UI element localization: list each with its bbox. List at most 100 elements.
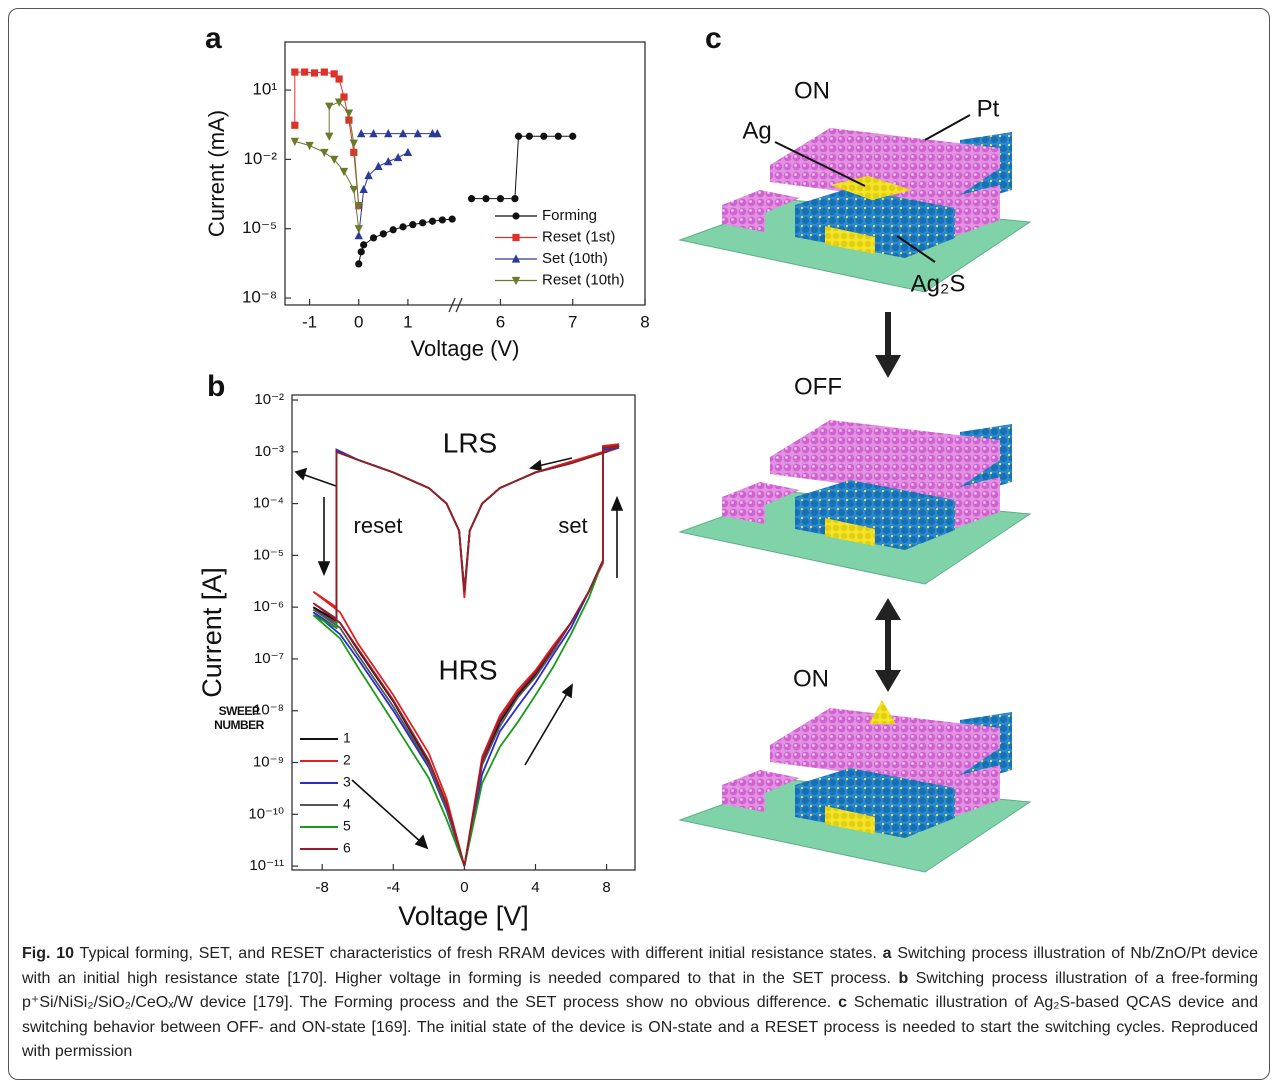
device-illustration bbox=[679, 127, 1031, 293]
ag-filament bbox=[869, 700, 896, 724]
legend-title: NUMBER bbox=[214, 718, 264, 732]
leader-line bbox=[774, 141, 866, 187]
legend-label: Reset (1st) bbox=[542, 228, 615, 245]
data-point bbox=[325, 102, 334, 111]
caption-text: Typical forming, SET, and RESET characte… bbox=[79, 945, 877, 962]
y-axis-label: Current (mA) bbox=[204, 110, 229, 237]
annotation: reset bbox=[354, 513, 403, 538]
data-point bbox=[369, 234, 378, 242]
caption-text: Schematic illustration of Ag₂S-based QCA… bbox=[22, 994, 1259, 1060]
data-point bbox=[379, 230, 387, 238]
part-label: Pt bbox=[977, 95, 1000, 122]
series-line bbox=[294, 71, 360, 206]
legend-label: 6 bbox=[343, 840, 351, 856]
data-point bbox=[291, 68, 299, 76]
data-point bbox=[384, 129, 393, 138]
data-point bbox=[374, 161, 383, 170]
y-tick-label: 10⁻⁶ bbox=[253, 598, 284, 615]
state-label: ON bbox=[794, 77, 830, 104]
data-point bbox=[330, 70, 338, 78]
data-point bbox=[310, 69, 319, 77]
data-point bbox=[334, 98, 344, 107]
legend-marker bbox=[512, 233, 520, 242]
data-point bbox=[438, 216, 446, 224]
data-point bbox=[403, 147, 413, 157]
data-point bbox=[399, 223, 407, 231]
y-tick-label: 10⁻⁵ bbox=[242, 218, 277, 237]
y-tick-label: 10⁻⁵ bbox=[253, 546, 284, 563]
legend-marker bbox=[511, 276, 521, 286]
annotation: LRS bbox=[443, 427, 497, 458]
x-tick-label: 0 bbox=[354, 312, 363, 331]
data-point bbox=[345, 116, 353, 124]
x-axis-label: Voltage (V) bbox=[411, 336, 520, 361]
y-tick-label: 10⁻⁹ bbox=[253, 753, 284, 770]
legend-marker bbox=[511, 254, 521, 263]
panel-label: a bbox=[205, 22, 222, 55]
state-label: ON bbox=[793, 665, 829, 692]
legend-label: 4 bbox=[343, 796, 351, 812]
x-tick-label: 0 bbox=[460, 879, 468, 896]
data-point bbox=[369, 129, 378, 138]
data-point bbox=[433, 129, 442, 138]
data-point bbox=[357, 248, 365, 256]
arrow-head bbox=[875, 598, 901, 620]
legend-label: Set (10th) bbox=[542, 250, 608, 267]
arrow-head bbox=[875, 355, 901, 378]
plot-frame bbox=[284, 41, 646, 306]
data-point bbox=[467, 195, 476, 203]
data-point bbox=[355, 260, 363, 268]
legend-marker bbox=[512, 212, 520, 220]
y-tick-label: 10⁻¹⁰ bbox=[248, 805, 284, 822]
y-tick-label: 10⁻² bbox=[254, 391, 284, 408]
legend-label: 2 bbox=[343, 752, 351, 768]
data-point bbox=[482, 195, 490, 203]
data-point bbox=[409, 221, 417, 229]
state-label: OFF bbox=[794, 373, 842, 400]
caption-text: Switching process illustration of a free… bbox=[22, 969, 1259, 1012]
y-tick-label: 10⁻³ bbox=[254, 443, 284, 460]
data-point bbox=[393, 152, 403, 162]
data-point bbox=[448, 215, 456, 223]
legend-label: 5 bbox=[343, 818, 351, 834]
legend-label: Forming bbox=[542, 207, 597, 224]
series-line bbox=[358, 135, 573, 265]
data-point bbox=[419, 219, 427, 227]
x-axis-label: Voltage [V] bbox=[398, 901, 529, 931]
data-point bbox=[340, 93, 348, 101]
y-tick-label: 10⁻⁸ bbox=[242, 288, 277, 307]
data-point bbox=[354, 225, 363, 234]
data-point bbox=[428, 217, 437, 225]
y-tick-label: 10⁻¹¹ bbox=[249, 857, 284, 874]
caption-panel-letter: b bbox=[898, 969, 909, 987]
figure-label: Fig. 10 bbox=[22, 945, 75, 962]
data-point bbox=[320, 148, 329, 158]
legend-label: Reset (10th) bbox=[542, 271, 625, 288]
data-point bbox=[349, 185, 359, 195]
sweep-arrows bbox=[294, 457, 624, 850]
data-point bbox=[354, 231, 363, 240]
leader-line bbox=[896, 235, 936, 263]
x-tick-label: 4 bbox=[531, 879, 539, 896]
data-point bbox=[554, 132, 562, 140]
caption-panel-letter: a bbox=[882, 945, 892, 962]
y-tick-label: 10¹ bbox=[252, 80, 277, 99]
data-point bbox=[496, 195, 505, 203]
data-point bbox=[344, 109, 354, 118]
series-line bbox=[358, 133, 438, 236]
leader-line bbox=[924, 114, 971, 141]
data-point bbox=[525, 132, 533, 140]
data-point bbox=[291, 121, 299, 129]
x-tick-label: 8 bbox=[602, 879, 610, 896]
data-point bbox=[339, 167, 349, 177]
data-point bbox=[354, 202, 363, 211]
x-tick-label: 7 bbox=[568, 312, 577, 331]
x-tick-label: -4 bbox=[387, 879, 400, 896]
y-axis-label: Current [A] bbox=[197, 567, 227, 698]
arrow-head bbox=[875, 670, 901, 692]
legend-label: 1 bbox=[343, 730, 351, 746]
ag-filament bbox=[830, 176, 912, 200]
data-point bbox=[329, 155, 339, 164]
y-tick-label: 10⁻² bbox=[243, 149, 277, 168]
x-tick-label: 6 bbox=[496, 312, 505, 331]
